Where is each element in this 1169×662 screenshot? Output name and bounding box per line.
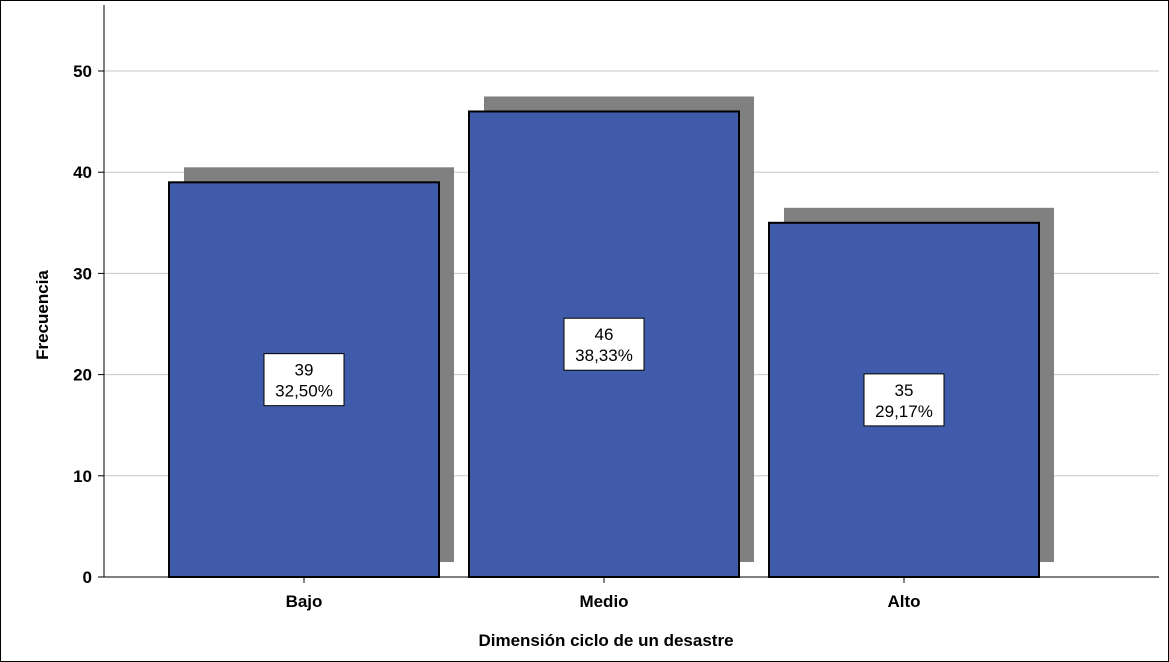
y-tick-labels: 0 10 20 30 40 50 [73,62,104,587]
y-tick-label: 10 [73,467,92,486]
y-tick-label: 50 [73,62,92,81]
x-tick-labels: Bajo Medio Alto [286,577,921,611]
x-axis-title: Dimensión ciclo de un desastre [478,631,733,650]
data-label-box [263,353,345,407]
data-label-percent: 29,17% [875,402,933,421]
data-label: 46 38,33% [563,317,645,371]
y-tick-label: 0 [83,568,92,587]
data-label-percent: 38,33% [575,346,633,365]
y-tick-label: 20 [73,366,92,385]
x-tick-label: Medio [579,592,628,611]
y-tick-label: 30 [73,264,92,283]
y-axis-title: Frecuencia [33,270,52,360]
y-tick-label: 40 [73,163,92,182]
data-label-count: 39 [295,361,314,380]
x-tick-label: Bajo [286,592,323,611]
axes [103,5,1159,578]
x-tick-label: Alto [887,592,920,611]
data-label-count: 35 [895,381,914,400]
data-label-percent: 32,50% [275,382,333,401]
data-label: 39 32,50% [263,353,345,407]
data-labels: 39 32,50% 46 38,33% 35 29,17% [263,317,945,427]
data-label-count: 46 [595,325,614,344]
data-label-box [863,373,945,427]
data-label-box [563,317,645,371]
data-label: 35 29,17% [863,373,945,427]
